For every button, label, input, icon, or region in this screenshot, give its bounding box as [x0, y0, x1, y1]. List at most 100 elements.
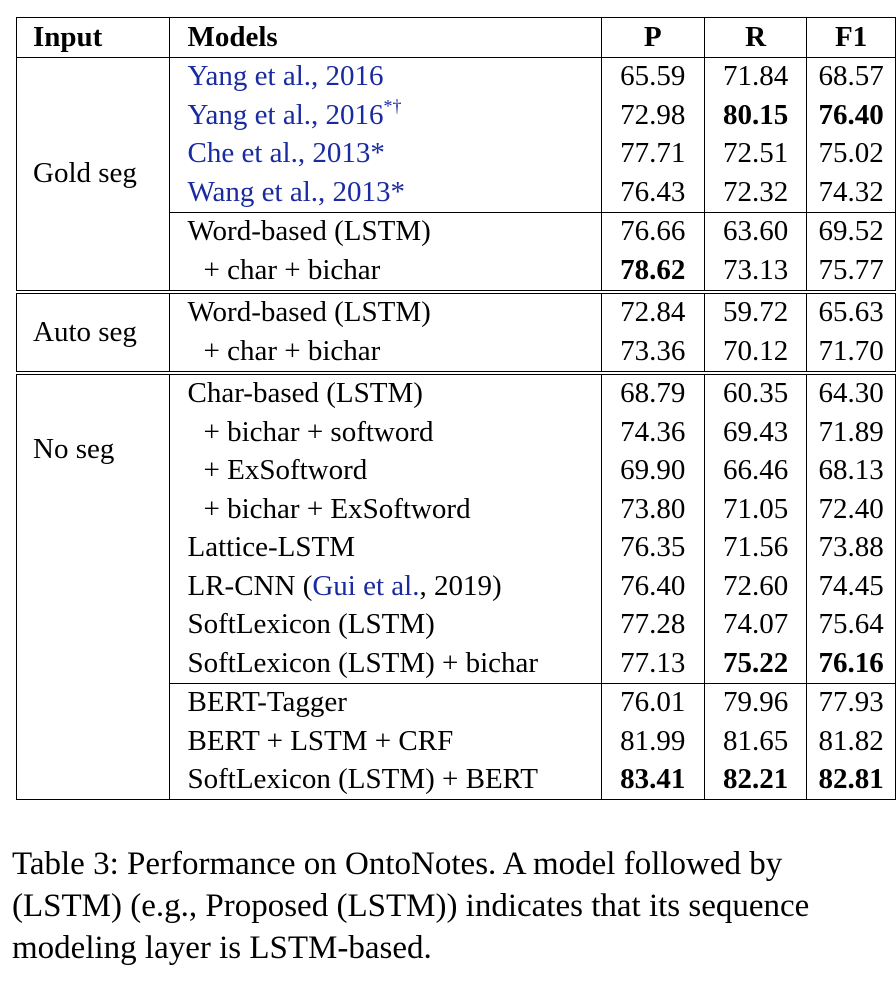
r-value-cell: 70.12 [703, 332, 808, 373]
r-value-cell: 66.46 [703, 451, 808, 490]
f1-value-cell: 75.02 [806, 134, 896, 173]
citation-marker: * [390, 175, 406, 208]
table-row: SoftLexicon (LSTM) + BERT 83.41 82.21 82.81 [17, 760, 896, 800]
r-value-cell: 80.15 [703, 96, 808, 135]
table-caption: Table 3: Performance on OntoNotes. A mod… [12, 846, 810, 966]
f1-value-cell: 75.64 [806, 605, 896, 644]
results-table-container: Input Models P R F1 Gold seg Yang et al.,… [16, 17, 896, 800]
p-value-cell: 76.66 [600, 211, 705, 251]
table-row: LR-CNN (Gui et al., 2019) 76.40 72.60 74.45 [17, 567, 896, 606]
table-row: Yang et al., 2016*† 72.98 80.15 76.40 [17, 96, 896, 135]
r-value-cell: 72.32 [703, 173, 808, 212]
model-name-cell: Lattice-LSTM [168, 528, 602, 567]
model-name-cell: + ExSoftword [168, 451, 602, 490]
r-value-cell: 82.21 [703, 760, 808, 800]
model-name: Word-based (LSTM) [187, 215, 431, 248]
model-name: Lattice-LSTM [187, 531, 356, 564]
model-name-cell: Word-based (LSTM) [168, 211, 602, 251]
model-name: + bichar + ExSoftword [203, 492, 471, 525]
p-value-cell: 73.80 [600, 490, 705, 529]
table-row: SoftLexicon (LSTM) 77.28 74.07 75.64 [17, 605, 896, 644]
header-p: P [600, 17, 705, 58]
header-r: R [703, 17, 808, 58]
r-value-cell: 71.84 [703, 56, 808, 96]
f1-value-cell: 74.32 [806, 173, 896, 212]
table-row: Auto seg Word-based (LSTM) 72.84 59.72 65.63 [16, 289, 896, 373]
f1-value-cell: 68.57 [806, 56, 896, 96]
citation-link[interactable]: Yang et al., 2016 [187, 60, 384, 93]
p-value-cell: 69.90 [600, 451, 705, 490]
model-name: + char + bichar [203, 334, 381, 367]
model-name: SoftLexicon (LSTM) + BERT [187, 763, 539, 796]
f1-value-cell: 65.63 [806, 289, 896, 332]
model-name-cell: + char + bichar [168, 251, 602, 292]
f1-value-cell: 74.45 [806, 567, 896, 606]
r-value-cell: 81.65 [703, 722, 808, 761]
f1-value-cell: 64.30 [806, 370, 896, 413]
table-row: BERT-Tagger 76.01 79.96 77.93 [17, 682, 896, 722]
model-name-cell: Wang et al., 2013* [168, 173, 602, 212]
table-row: Che et al., 2013* 77.71 72.51 75.02 [17, 134, 896, 173]
p-value-cell: 73.36 [600, 332, 705, 373]
model-name-cell: + bichar + ExSoftword [168, 490, 602, 529]
f1-value-cell: 68.13 [806, 451, 896, 490]
f1-value-cell: 76.16 [806, 644, 896, 683]
r-value-cell: 74.07 [703, 605, 808, 644]
model-name: BERT + LSTM + CRF [187, 724, 454, 757]
results-table: Input Models P R F1 Gold seg Yang et al.,… [16, 17, 896, 800]
r-value-cell: 60.35 [703, 370, 808, 413]
p-value-cell: 76.35 [600, 528, 705, 567]
r-value-cell: 69.43 [703, 413, 808, 452]
r-value-cell: 63.60 [703, 211, 808, 251]
table-row: Wang et al., 2013* 76.43 72.32 74.32 [17, 173, 896, 212]
table-row: + char + bichar 78.62 73.13 75.77 [17, 251, 896, 292]
citation-marker: *† [383, 95, 402, 116]
model-name-cell: Yang et al., 2016*† [168, 95, 602, 135]
model-name: BERT-Tagger [187, 686, 347, 719]
p-value-cell: 72.84 [600, 289, 705, 332]
p-value-cell: 65.59 [600, 56, 705, 96]
model-name-cell: SoftLexicon (LSTM) + bichar [168, 644, 602, 683]
citation-marker: * [370, 137, 385, 170]
header-input: Input [16, 17, 170, 58]
p-value-cell: 78.62 [600, 251, 705, 292]
r-value-cell: 71.56 [703, 528, 808, 567]
r-value-cell: 79.96 [703, 682, 808, 722]
p-value-cell: 76.43 [600, 173, 705, 212]
model-name-cell: Che et al., 2013* [168, 134, 602, 173]
model-name: + bichar + softword [203, 415, 434, 448]
citation-link[interactable]: Wang et al., 2013 [187, 175, 391, 208]
model-name-cell: Word-based (LSTM) [168, 289, 602, 332]
f1-value-cell: 71.89 [806, 413, 896, 452]
table-row: SoftLexicon (LSTM) + bichar 77.13 75.22 76.… [17, 644, 896, 683]
input-type-cell: No seg [16, 370, 170, 800]
model-name: + ExSoftword [203, 454, 368, 487]
f1-value-cell: 76.40 [806, 96, 896, 135]
r-value-cell: 71.05 [703, 490, 808, 529]
f1-value-cell: 75.77 [806, 251, 896, 292]
p-value-cell: 83.41 [600, 760, 705, 800]
p-value-cell: 68.79 [600, 370, 705, 413]
model-name: SoftLexicon (LSTM) + bichar [187, 646, 539, 679]
r-value-cell: 59.72 [703, 289, 808, 332]
model-name: Word-based (LSTM) [187, 296, 431, 329]
header-models: Models [168, 17, 602, 58]
f1-value-cell: 72.40 [806, 490, 896, 529]
table-row: Gold seg Yang et al., 2016 65.59 71.84 68.57 [16, 56, 896, 292]
model-name: Char-based (LSTM) [187, 377, 423, 410]
citation-link[interactable]: Yang et al., 2016 [187, 98, 384, 131]
citation-link[interactable]: Gui et al. [312, 569, 420, 602]
p-value-cell: 77.13 [600, 644, 705, 683]
f1-value-cell: 69.52 [806, 211, 896, 251]
p-value-cell: 76.01 [600, 682, 705, 722]
table-row: Lattice-LSTM 76.35 71.56 73.88 [17, 528, 896, 567]
model-name-suffix: , 2019) [419, 569, 502, 602]
citation-link[interactable]: Che et al., 2013 [187, 137, 371, 170]
f1-value-cell: 82.81 [806, 760, 896, 800]
p-value-cell: 77.28 [600, 605, 705, 644]
table-row: + char + bichar 73.36 70.12 71.70 [17, 332, 896, 373]
model-name: SoftLexicon (LSTM) [187, 608, 435, 641]
model-name-cell: + bichar + softword [168, 413, 602, 452]
table-row: No seg Char-based (LSTM) 68.79 60.35 64.30 [16, 370, 896, 800]
table-row: BERT + LSTM + CRF 81.99 81.65 81.82 [17, 722, 896, 761]
